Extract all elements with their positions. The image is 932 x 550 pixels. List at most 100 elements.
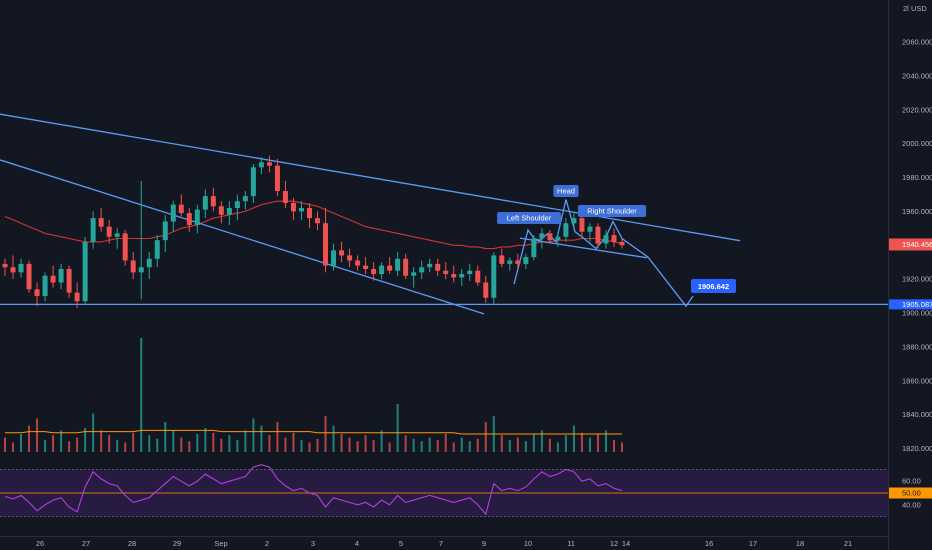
time-tick: 5 (399, 539, 403, 548)
candle-body (34, 289, 40, 297)
candle (210, 187, 216, 212)
candle (435, 258, 441, 276)
candle (130, 252, 136, 280)
candle (363, 257, 369, 275)
candle (563, 218, 569, 242)
candle-body (178, 204, 184, 214)
candle-body (42, 275, 48, 297)
candle-body (435, 263, 441, 271)
volume-bar (76, 437, 79, 452)
volume-bar (124, 442, 127, 452)
candle (114, 228, 120, 249)
candle-body (186, 213, 192, 225)
candle-body (282, 191, 288, 203)
candle-body (579, 218, 585, 232)
candle-body (523, 257, 529, 264)
volume-ma-line (5, 429, 622, 435)
candle (451, 265, 457, 283)
volume-bar (332, 425, 335, 452)
rsi-tick: 60.00 (902, 477, 921, 486)
price-tick: 1860.000 (902, 376, 932, 385)
candle (539, 228, 545, 249)
candle-body (90, 218, 96, 242)
volume-bar (108, 435, 111, 452)
time-tick: 29 (173, 539, 181, 548)
price-tick: 1900.000 (902, 309, 932, 318)
time-tick: 11 (567, 539, 575, 548)
candle-body (531, 238, 537, 258)
price-axis[interactable]: 2060.000 2040.000 2020.000 2000.000 1980.000… (888, 0, 932, 550)
volume-bar (172, 430, 175, 452)
candle-body (130, 260, 136, 273)
candle-body (347, 255, 353, 261)
right-shoulder-label: Right Shoulder (577, 205, 647, 217)
candle (507, 257, 513, 271)
candle-body (459, 274, 465, 278)
candle (226, 201, 232, 225)
candle (58, 263, 64, 290)
candle (331, 243, 337, 271)
volume-bar (612, 440, 615, 452)
volume-bar (220, 438, 223, 452)
candle (194, 204, 200, 234)
volume-bar (460, 437, 463, 452)
candle (515, 253, 521, 269)
candle-body (427, 263, 433, 268)
candle (427, 258, 433, 273)
volume-bar (236, 440, 239, 452)
candle-body (138, 267, 144, 273)
time-tick: 18 (796, 539, 804, 548)
volume-bar (204, 428, 207, 452)
candle-body (339, 250, 345, 256)
volume-bar (452, 442, 455, 452)
volume-bar (484, 422, 487, 452)
candle-body (507, 260, 513, 264)
candle-body (162, 221, 168, 241)
volume-bar (140, 338, 143, 452)
volume-bar (116, 440, 119, 452)
volume-bar (260, 425, 263, 452)
candle (339, 241, 345, 263)
volume-bar (404, 435, 407, 452)
volume-bar (276, 422, 279, 452)
currency-label: 2l USD (903, 4, 927, 13)
rsi-current-label: 50.00 (889, 487, 932, 499)
volume-bar (324, 416, 327, 452)
current-price-bg (889, 238, 932, 251)
volume-bar (500, 435, 503, 452)
volume-bar (228, 435, 231, 452)
candle (2, 258, 8, 276)
volume-bar (244, 430, 247, 452)
candle-body (266, 162, 272, 166)
time-axis[interactable]: 26 27 28 29 Sep 2 3 4 5 7 9 10 11 12 14 16 17 18 21 (0, 536, 888, 549)
candle (595, 223, 601, 249)
candle (523, 253, 529, 269)
lower-trendline (0, 159, 485, 315)
candle (355, 255, 361, 271)
volume-bar (28, 425, 31, 452)
head-label: Head (553, 185, 579, 197)
left-shoulder-label: Left Shoulder (497, 212, 561, 224)
candle-body (419, 267, 425, 273)
candle-body (2, 263, 8, 268)
candle (258, 157, 264, 175)
volume-bar (316, 438, 319, 452)
candle-body (387, 265, 393, 271)
candle (483, 275, 489, 303)
volume-bar (588, 437, 591, 452)
volume-bar (196, 434, 199, 452)
volume-bar (340, 434, 343, 452)
candle-body (58, 268, 64, 283)
candle-body (491, 255, 497, 298)
candle-body (226, 207, 232, 215)
candle-body (242, 196, 248, 202)
candle-body (315, 218, 321, 224)
candle (138, 180, 144, 300)
volume-bar (356, 441, 359, 452)
candle (82, 236, 88, 305)
volume-bar (412, 438, 415, 452)
candle-body (515, 260, 521, 264)
candle-body (218, 206, 224, 215)
